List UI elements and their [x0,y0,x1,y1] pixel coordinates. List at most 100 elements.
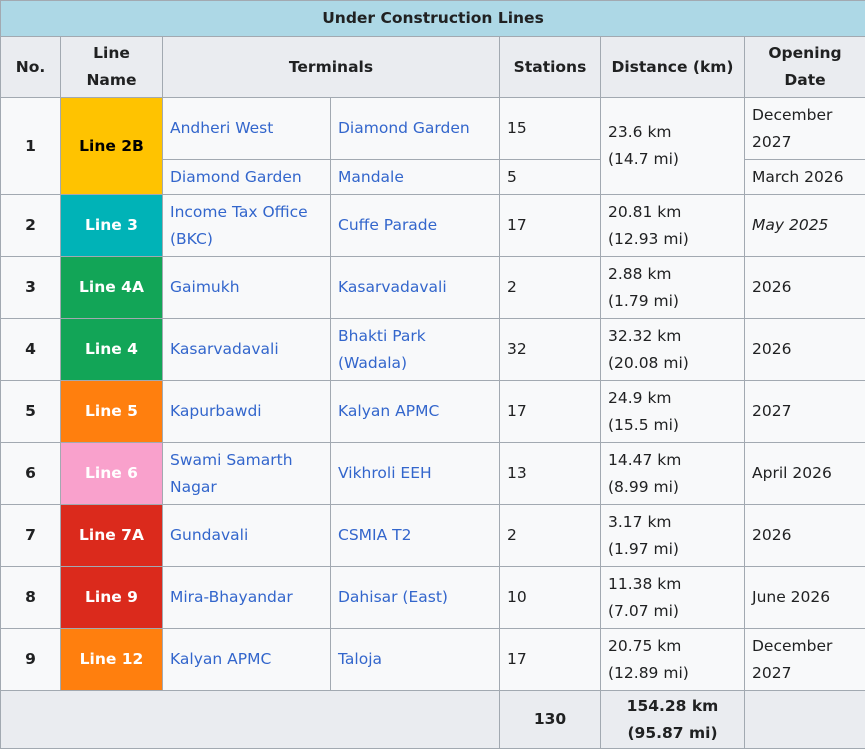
distance-km: 23.6 km [608,123,672,141]
distance-cell: 11.38 km (7.07 mi) [600,566,745,629]
distance-km: 32.32 km [608,326,682,345]
stations-cell: 5 [499,159,601,195]
total-distance-km: 154.28 km [626,696,719,715]
terminal-end-link[interactable]: Vikhroli EEH [338,464,432,482]
table-row: 1 Line 2B Andheri West Diamond Garden 15 23.6… [0,97,865,195]
terminal-end-link[interactable]: Taloja [338,650,382,668]
terminal-start-link[interactable]: Gaimukh [170,278,240,296]
distance-km: 3.17 km [608,512,672,531]
row-number: 3 [0,256,61,319]
terminal-end-link[interactable]: CSMIA T2 [338,526,412,544]
distance-mi: (15.5 mi) [608,415,679,434]
terminal-start-link[interactable]: Diamond Garden [170,167,302,186]
row-number: 7 [0,504,61,567]
opening-date-cell: 2026 [743,318,865,381]
terminal-start-cell: Gundavali [162,504,331,567]
distance-km: 20.81 km [608,202,682,221]
line-name-cell[interactable]: Line 7A [60,504,163,567]
terminal-end-link[interactable]: Cuffe Parade [338,216,438,234]
row-number: 4 [0,318,61,381]
row-number: 1 [0,97,61,195]
opening-date-cell: March 2026 [743,159,865,195]
stations-cell: 17 [499,628,601,691]
stations-cell: 15 [499,97,601,160]
terminal-end-link[interactable]: Diamond Garden [338,119,470,137]
distance-cell: 3.17 km (1.97 mi) [600,504,745,567]
distance-km: 20.75 km [608,636,682,655]
terminal-end-cell: Kalyan APMC [330,380,500,443]
row-number: 9 [0,628,61,691]
opening-date-cell: December 2027 [743,97,865,160]
terminal-start-link[interactable]: Gundavali [170,526,249,544]
opening-date-cell: 2026 [743,256,865,319]
distance-km: 2.88 km [608,264,672,283]
distance-mi: (12.93 mi) [608,229,689,248]
terminal-start-cell: Income Tax Office (BKC) [162,194,331,257]
terminal-start-link[interactable]: Kasarvadavali [170,340,279,358]
terminal-end-link[interactable]: Mandale [338,167,404,186]
line-name-cell[interactable]: Line 3 [60,194,163,257]
terminal-end-cell: Diamond Garden [330,97,500,160]
terminal-start-cell: Mira-Bhayandar [162,566,331,629]
total-distance: 154.28 km (95.87 mi) [600,690,745,749]
terminal-start-cell: Kalyan APMC [162,628,331,691]
distance-km: 14.47 km [608,450,682,469]
distance-cell: 23.6 km (14.7 mi) [600,97,745,195]
line-name-cell[interactable]: Line 4 [60,318,163,381]
line-name-cell[interactable]: Line 6 [60,442,163,505]
terminal-start-link[interactable]: Andheri West [170,119,274,137]
terminal-start-cell: Andheri West [162,97,331,160]
table-row: 8 Line 9 Mira-Bhayandar Dahisar (East) 10 11.… [0,566,865,629]
terminal-end-link[interactable]: Bhakti Park (Wadala) [338,326,426,372]
opening-date-cell: 2027 [743,380,865,443]
terminal-end-cell: CSMIA T2 [330,504,500,567]
stations-cell: 2 [499,256,601,319]
terminal-start-link[interactable]: Mira-Bhayandar [170,588,293,606]
distance-mi: (12.89 mi) [608,663,689,682]
table-row: 7 Line 7A Gundavali CSMIA T2 2 3.17 km (1.97 m… [0,504,865,567]
header-terminals: Terminals [162,36,500,98]
terminal-end-cell: Kasarvadavali [330,256,500,319]
distance-mi: (8.99 mi) [608,477,679,496]
stations-cell: 17 [499,380,601,443]
distance-cell: 20.81 km (12.93 mi) [600,194,745,257]
distance-cell: 32.32 km (20.08 mi) [600,318,745,381]
row-number: 2 [0,194,61,257]
totals-label-cell [0,690,500,749]
opening-date-cell: December 2027 [743,628,865,691]
header-opening-date: Opening Date [743,36,865,98]
terminal-end-cell: Bhakti Park (Wadala) [330,318,500,381]
line-name-cell[interactable]: Line 9 [60,566,163,629]
terminal-end-cell: Mandale [330,159,500,195]
terminal-end-link[interactable]: Dahisar (East) [338,588,448,606]
opening-date-cell: April 2026 [743,442,865,505]
terminal-start-link[interactable]: Kapurbawdi [170,402,262,420]
totals-empty-cell [743,690,865,749]
line-name-cell[interactable]: Line 5 [60,380,163,443]
terminal-end-link[interactable]: Kalyan APMC [338,402,440,420]
header-line-name: Line Name [60,36,163,98]
distance-mi: (20.08 mi) [608,353,689,372]
terminal-start-cell: Swami Samarth Nagar [162,442,331,505]
terminal-start-link[interactable]: Kalyan APMC [170,650,272,668]
terminal-end-link[interactable]: Kasarvadavali [338,278,447,296]
line-name-cell[interactable]: Line 12 [60,628,163,691]
line-name-cell[interactable]: Line 4A [60,256,163,319]
table-row: 6 Line 6 Swami Samarth Nagar Vikhroli EEH 13… [0,442,865,505]
row-number: 8 [0,566,61,629]
distance-mi: (1.97 mi) [608,539,679,558]
header-no: No. [0,36,61,98]
header-stations: Stations [499,36,601,98]
terminal-end-cell: Vikhroli EEH [330,442,500,505]
total-distance-mi: (95.87 mi) [627,723,718,742]
stations-cell: 2 [499,504,601,567]
terminal-start-link[interactable]: Swami Samarth Nagar [170,450,293,496]
line-name-cell[interactable]: Line 2B [60,97,163,195]
terminal-start-link[interactable]: Income Tax Office (BKC) [170,202,308,248]
table-row: 4 Line 4 Kasarvadavali Bhakti Park (Wadala)… [0,318,865,381]
terminal-start-cell: Kapurbawdi [162,380,331,443]
terminal-end-cell: Taloja [330,628,500,691]
distance-km: 24.9 km [608,388,672,407]
terminal-end-cell: Dahisar (East) [330,566,500,629]
